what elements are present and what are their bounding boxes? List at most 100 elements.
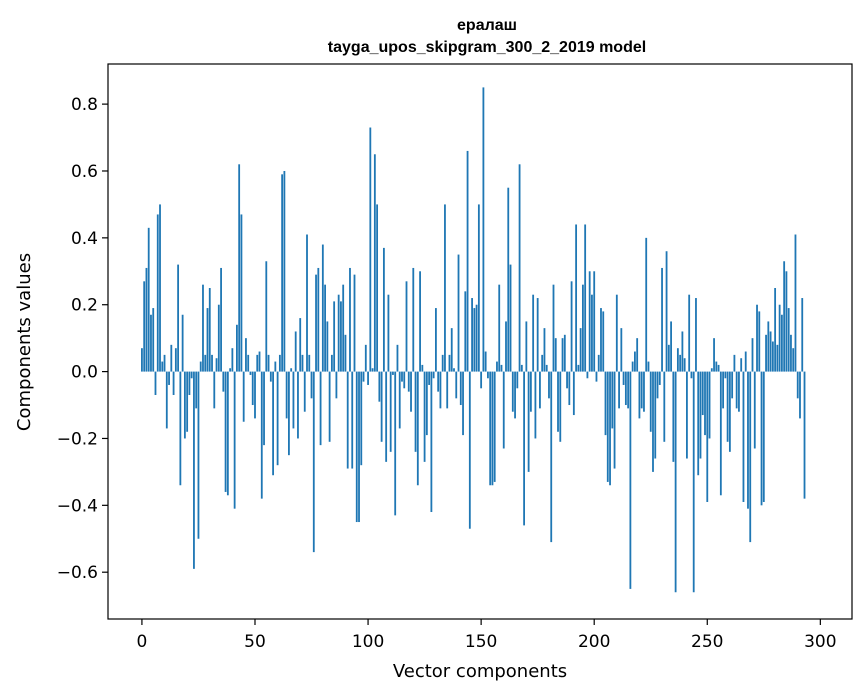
bar: [276, 371, 279, 466]
bar: [794, 234, 797, 372]
bar: [330, 354, 333, 372]
bar: [627, 371, 630, 409]
bar: [658, 371, 661, 385]
bar: [371, 368, 374, 372]
bar: [740, 358, 743, 372]
bar: [281, 174, 284, 372]
bar: [629, 371, 632, 589]
bar: [355, 371, 358, 523]
bar: [663, 371, 666, 442]
bar: [803, 371, 806, 499]
bar: [405, 281, 408, 372]
y-tick-label: 0.4: [71, 229, 98, 249]
bar: [401, 371, 403, 382]
y-tick-label: 0.8: [71, 95, 98, 115]
bar: [697, 371, 700, 476]
bar: [220, 267, 222, 372]
bar: [349, 267, 351, 372]
bar: [523, 371, 525, 526]
bar: [579, 328, 582, 372]
bar: [529, 371, 532, 412]
bar: [358, 371, 360, 523]
y-tick-label: 0.6: [71, 162, 98, 182]
bar: [299, 318, 302, 372]
bar: [645, 237, 648, 372]
bar: [163, 354, 166, 372]
bar: [168, 371, 170, 385]
bar: [362, 371, 365, 382]
bar: [308, 354, 311, 372]
bar: [559, 371, 562, 442]
bar: [290, 368, 293, 372]
bar: [489, 371, 492, 486]
bar: [638, 371, 641, 419]
bar: [688, 294, 691, 372]
bar: [333, 301, 336, 372]
bar: [156, 214, 159, 372]
bar: [306, 234, 308, 372]
bar: [392, 371, 394, 375]
bar: [543, 328, 546, 372]
bar: [385, 371, 388, 462]
bar: [398, 371, 401, 429]
bar: [150, 314, 152, 372]
bar: [636, 338, 639, 372]
bar: [514, 371, 516, 419]
bar: [251, 371, 254, 406]
bar: [647, 361, 650, 372]
bar: [477, 204, 480, 372]
bar: [765, 334, 767, 372]
bar: [346, 371, 349, 469]
bar: [747, 371, 749, 509]
bar: [652, 371, 654, 472]
bar: [615, 294, 618, 372]
bar: [274, 361, 277, 372]
bar: [799, 371, 801, 419]
bar: [586, 371, 589, 379]
bar: [706, 371, 709, 502]
bar: [733, 354, 736, 372]
bar: [423, 371, 426, 462]
bar: [618, 371, 620, 409]
bar: [269, 371, 272, 382]
bar: [498, 284, 501, 372]
bar: [572, 371, 575, 416]
y-axis: −0.6 −0.4 −0.2 0.0 0.2 0.4 0.6 0.8: [57, 95, 108, 583]
bar: [373, 154, 376, 372]
bar: [563, 334, 566, 372]
bar: [738, 371, 740, 412]
y-tick-label: 0.2: [71, 296, 98, 316]
bar: [181, 314, 184, 372]
bar: [604, 371, 607, 436]
bar: [439, 371, 442, 409]
bar: [152, 308, 155, 372]
bar: [539, 371, 541, 409]
bar: [661, 267, 663, 372]
bar: [360, 371, 363, 466]
bar: [272, 371, 274, 476]
bar: [708, 371, 711, 439]
bar: [491, 371, 494, 486]
bar: [342, 284, 345, 372]
bar: [584, 224, 587, 372]
bar: [473, 308, 476, 372]
bar: [520, 364, 523, 372]
bar: [297, 371, 299, 439]
bar: [326, 321, 329, 372]
bar: [692, 371, 695, 593]
y-tick-label: 0.0: [71, 363, 98, 383]
bar: [403, 371, 406, 389]
bar: [575, 224, 578, 372]
bar: [776, 344, 779, 372]
bar: [242, 371, 245, 422]
bar: [568, 371, 571, 406]
bar: [609, 371, 611, 486]
x-axis: 0 50 100 150 200 250 300: [137, 619, 837, 652]
bar: [199, 361, 202, 372]
bar: [312, 371, 315, 553]
bar: [780, 314, 783, 372]
bar: [683, 358, 686, 372]
bar: [441, 354, 444, 372]
bar: [482, 87, 485, 372]
